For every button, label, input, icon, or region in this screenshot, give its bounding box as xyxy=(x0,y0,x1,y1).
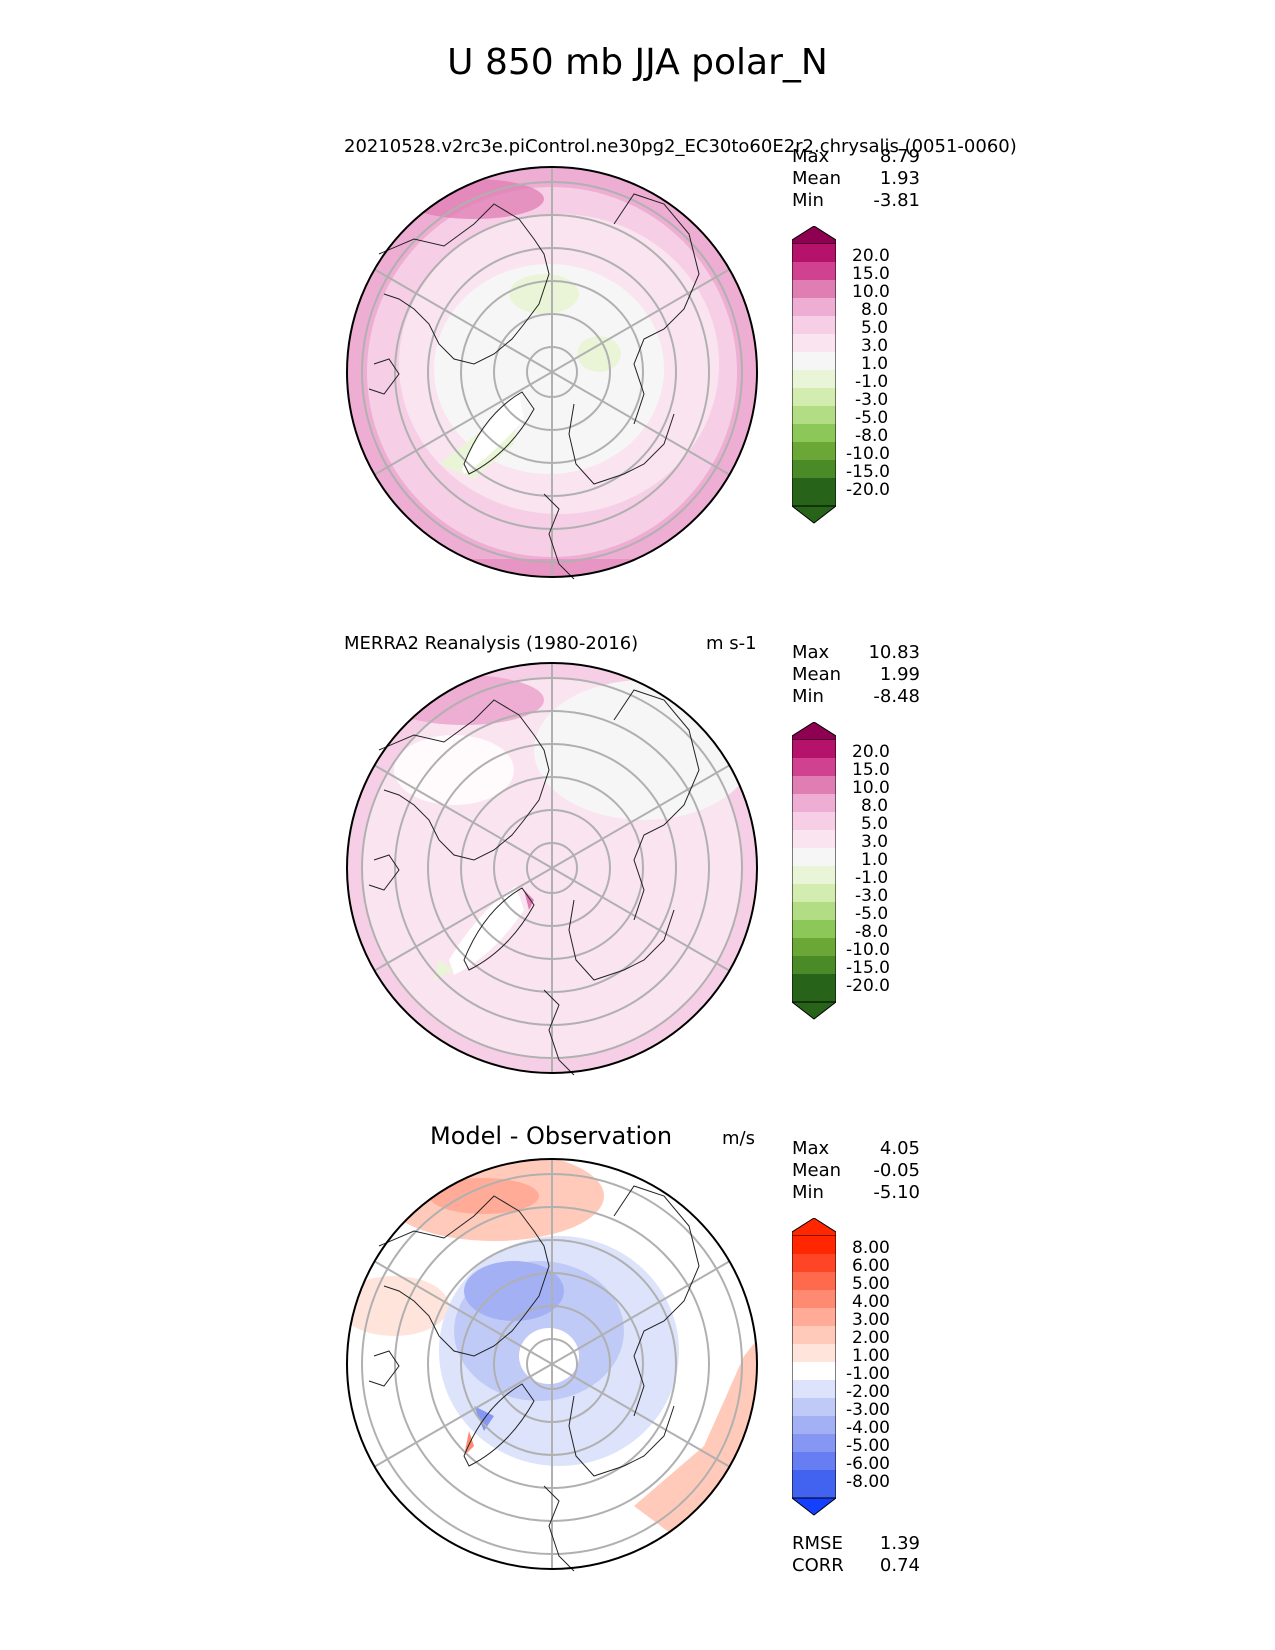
panel1-colorbar: 20.0 15.0 10.0 8.0 5.0 3.0 1.0 -1.0 -3.0… xyxy=(790,225,890,528)
panel1-polar-map xyxy=(346,166,758,580)
panel3-colorbar: 8.00 6.00 5.00 4.00 3.00 2.00 1.00 -1.00… xyxy=(790,1217,890,1520)
stat-max: Max 10.83 xyxy=(792,642,920,663)
panel3-stats: Max 4.05 Mean -0.05 Min -5.10 xyxy=(792,1138,920,1204)
panel1-colorbar-graphic xyxy=(790,225,838,524)
panel3-colorbar-graphic xyxy=(790,1217,838,1516)
stat-max: Max 4.05 xyxy=(792,1138,920,1159)
panel2-polar-map xyxy=(346,662,758,1076)
stat-min: Min -3.81 xyxy=(792,190,920,211)
stat-mean: Mean -0.05 xyxy=(792,1160,920,1181)
stat-min: Min -8.48 xyxy=(792,686,920,707)
panel3-title: Model - Observation xyxy=(430,1122,673,1150)
stat-mean: Mean 1.93 xyxy=(792,168,920,189)
panel2-units: m s-1 xyxy=(706,633,757,654)
figure-title: U 850 mb JJA polar_N xyxy=(447,42,828,83)
panel3-units: m/s xyxy=(722,1128,755,1149)
panel1-title: 20210528.v2rc3e.piControl.ne30pg2_EC30to… xyxy=(344,136,1017,157)
stat-max: Max 8.79 xyxy=(792,146,920,167)
metric-rmse: RMSE 1.39 xyxy=(792,1533,920,1554)
panel2-stats: Max 10.83 Mean 1.99 Min -8.48 xyxy=(792,642,920,708)
stat-mean: Mean 1.99 xyxy=(792,664,920,685)
metric-corr: CORR 0.74 xyxy=(792,1555,920,1576)
stat-min: Min -5.10 xyxy=(792,1182,920,1203)
panel2-colorbar-graphic xyxy=(790,721,838,1020)
panel1-stats: Max 8.79 Mean 1.93 Min -3.81 xyxy=(792,146,920,212)
panel3-metrics: RMSE 1.39 CORR 0.74 xyxy=(792,1533,920,1577)
panel3-polar-map xyxy=(346,1158,758,1572)
panel2-colorbar: 20.0 15.0 10.0 8.0 5.0 3.0 1.0 -1.0 -3.0… xyxy=(790,721,890,1024)
panel2-title: MERRA2 Reanalysis (1980-2016) xyxy=(344,633,639,654)
